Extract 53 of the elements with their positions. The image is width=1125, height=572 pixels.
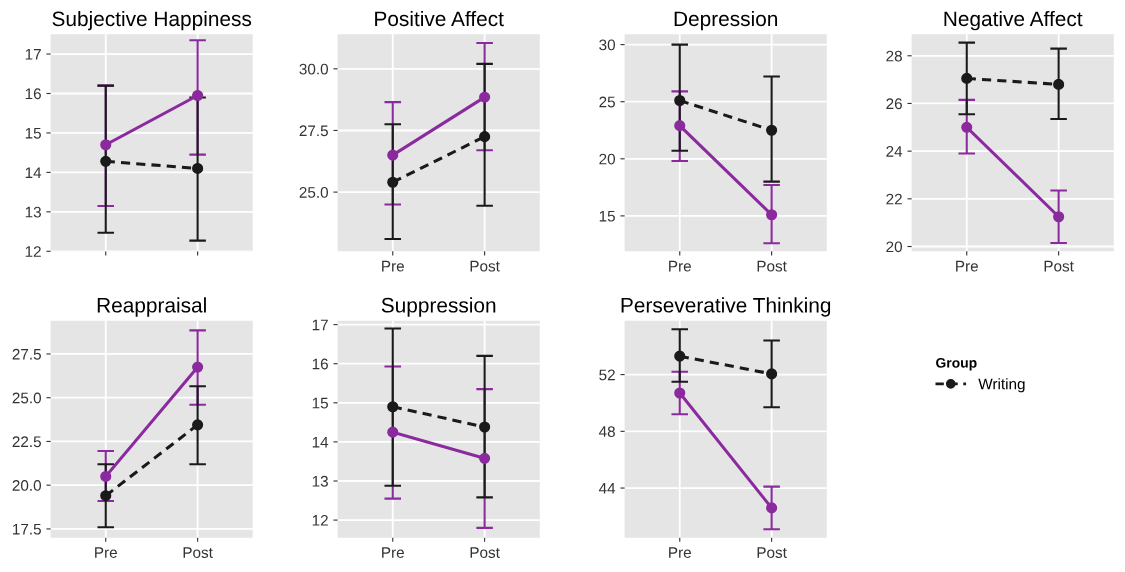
x-tick-label: Post [470,547,500,558]
x-tick-label: Post [757,547,787,558]
chart-title: Positive Affect [375,10,504,27]
y-tick-label: 27.5 [299,125,328,137]
chart-title: Subjective Happiness [52,10,252,31]
y-tick-label: 30 [599,39,616,51]
y-tick-label: 22.5 [12,436,41,448]
x-tick-label: Post [757,260,787,272]
y-tick-label: 17 [25,49,41,60]
x-tick-label: Pre [382,547,404,558]
y-tick-label: 12 [25,246,41,257]
y-tick-label: 26 [886,98,902,110]
y-tick-label: 27.5 [12,348,41,360]
y-tick-label: 12 [312,514,328,526]
y-tick-label: 25 [599,96,615,108]
chart-title: Suppression [381,297,496,317]
y-tick-label: 22 [886,193,902,205]
y-tick-label: 30.0 [299,63,329,75]
y-tick-label: 17 [312,319,328,331]
y-tick-label: 14 [312,436,329,448]
x-tick-label: Post [1044,260,1074,272]
y-tick-label: 48 [598,426,615,438]
chart-title: Reappraisal [97,297,206,317]
y-tick-label: 15 [599,210,615,222]
y-tick-label: 13 [25,206,41,218]
chart-title: Perseverative Thinking [621,297,831,317]
y-tick-label: 15 [25,127,41,139]
y-tick-label: 25.0 [299,186,329,198]
y-tick-label: 13 [312,475,328,487]
y-tick-label: 14 [25,167,42,178]
legend-title: Group [936,357,977,371]
x-tick-label: Pre [95,547,117,558]
y-tick-label: 25.0 [12,392,41,404]
y-tick-label: 20.0 [12,480,41,491]
y-tick-label: 15 [312,397,328,409]
x-tick-label: Pre [669,547,691,558]
y-tick-label: 16 [25,88,41,100]
chart-title: Negative Affect [944,10,1083,31]
y-tick-label: 17.5 [13,523,41,535]
legend-label: Writing [978,378,1025,393]
x-tick-label: Pre [669,260,691,272]
y-tick-label: 44 [598,483,616,494]
x-tick-label: Pre [956,260,978,272]
y-tick-label: 20 [599,153,616,165]
y-tick-label: 28 [886,50,902,62]
x-tick-label: Post [470,260,500,272]
y-tick-label: 24 [886,146,903,157]
y-tick-label: 52 [599,369,615,381]
x-tick-label: Post [183,547,213,558]
chart-title: Depression [674,10,778,31]
x-tick-label: Pre [382,260,404,272]
y-tick-label: 16 [312,358,328,370]
y-tick-label: 20 [886,241,903,253]
